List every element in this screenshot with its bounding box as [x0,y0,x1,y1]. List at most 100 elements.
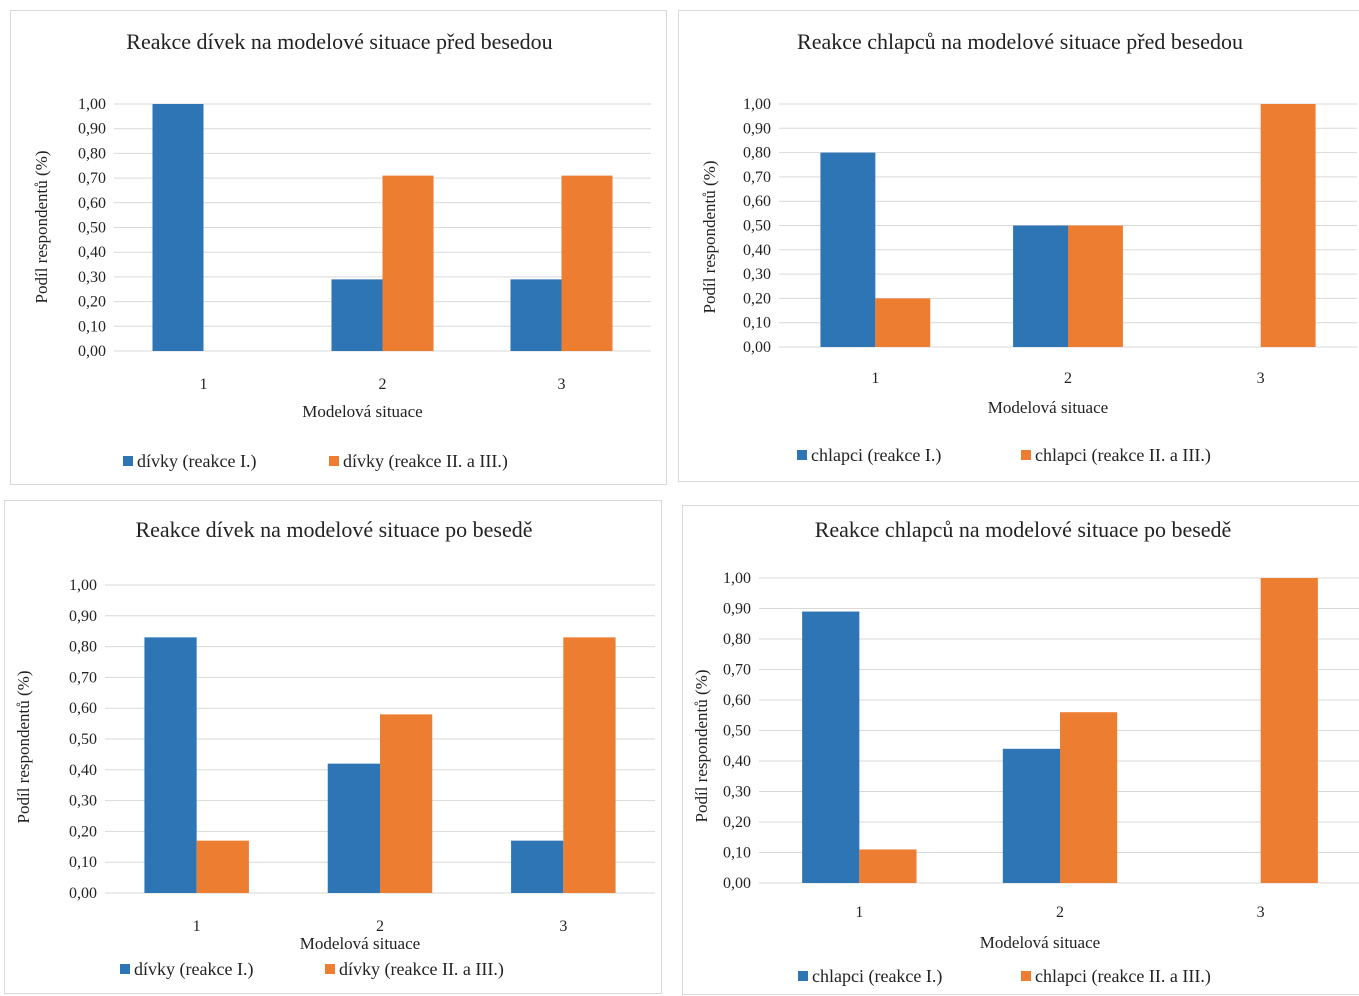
y-tick-label: 0,80 [743,145,771,162]
chart-panel-boys-before: Reakce chlapců na modelové situace před … [678,10,1359,482]
bar-series-1-cat-3 [510,279,562,351]
bar-series-2-cat-2 [1060,712,1118,883]
bar-series-1-cat-2 [331,279,383,351]
bar-series-1-cat-1 [802,611,860,883]
legend-swatch-series-1 [798,971,808,981]
y-tick-label: 0,20 [69,823,97,840]
legend-swatch-series-2 [329,456,339,466]
y-tick-label: 0,50 [78,220,106,237]
legend-label-series-2: chlapci (reakce II. a III.) [1035,445,1211,466]
x-tick-label: 2 [1056,904,1064,921]
legend-label-series-1: chlapci (reakce I.) [811,445,941,466]
y-tick-label: 0,10 [78,318,106,335]
y-tick-label: 0,80 [723,631,751,648]
bar-series-1-cat-2 [1002,748,1060,883]
y-tick-label: 0,00 [69,885,97,902]
y-tick-label: 0,00 [743,339,771,356]
legend-swatch-series-1 [797,450,807,460]
y-tick-label: 1,00 [743,96,771,113]
legend-label-series-1: dívky (reakce I.) [137,451,256,472]
legend-swatch-series-2 [1021,971,1031,981]
x-tick-label: 1 [193,918,201,935]
y-tick-label: 0,80 [69,639,97,656]
x-tick-label: 2 [1064,370,1072,387]
bar-series-1-cat-2 [327,763,380,893]
y-tick-label: 0,20 [723,814,751,831]
y-tick-label: 0,20 [78,294,106,311]
y-tick-label: 0,60 [743,193,771,210]
chart-title: Reakce dívek na modelové situace po bese… [135,517,532,542]
legend-swatch-series-2 [1021,450,1031,460]
y-tick-label: 0,30 [723,784,751,801]
y-tick-label: 0,70 [69,669,97,686]
y-tick-label: 0,50 [743,218,771,235]
y-tick-label: 0,10 [69,854,97,871]
y-tick-label: 0,00 [723,875,751,892]
x-tick-label: 3 [558,376,566,393]
y-tick-label: 0,60 [69,700,97,717]
y-tick-label: 0,00 [78,343,106,360]
chart-title: Reakce chlapců na modelové situace před … [797,29,1243,54]
x-tick-label: 1 [871,370,879,387]
y-tick-label: 1,00 [78,96,106,113]
x-tick-label: 3 [559,918,567,935]
legend-label-series-2: dívky (reakce II. a III.) [343,451,508,472]
chart-panel-girls-before: Reakce dívek na modelové situace před be… [10,10,667,485]
legend-swatch-series-2 [325,964,335,974]
y-axis-label: Podíl respondentů (%) [700,161,719,314]
y-tick-label: 0,90 [743,120,771,137]
bar-series-2-cat-2 [382,175,434,351]
y-tick-label: 0,70 [78,170,106,187]
y-tick-label: 0,40 [723,753,751,770]
x-tick-label: 1 [200,376,208,393]
chart-svg: Reakce dívek na modelové situace po bese… [14,517,655,980]
bar-series-1-cat-1 [820,152,876,347]
y-tick-label: 0,90 [723,601,751,618]
y-tick-label: 1,00 [69,577,97,594]
y-tick-label: 0,80 [78,145,106,162]
bar-series-2-cat-2 [1068,225,1123,347]
y-axis-label: Podíl respondentů (%) [14,671,33,824]
y-axis-label: Podíl respondentů (%) [692,670,711,823]
y-tick-label: 0,30 [743,266,771,283]
legend-swatch-series-1 [123,456,133,466]
y-tick-label: 0,10 [743,315,771,332]
bar-series-1-cat-1 [152,104,204,351]
y-tick-label: 0,70 [723,662,751,679]
chart-svg: Reakce chlapců na modelové situace po be… [692,517,1359,987]
x-axis-label: Modelová situace [988,398,1108,417]
bar-series-2-cat-3 [563,637,616,893]
y-tick-label: 0,70 [743,169,771,186]
legend-label-series-2: dívky (reakce II. a III.) [339,959,504,980]
bar-series-2-cat-1 [196,840,249,893]
bar-series-2-cat-1 [875,298,931,347]
y-tick-label: 0,60 [78,195,106,212]
y-tick-label: 0,30 [78,269,106,286]
bar-series-1-cat-3 [511,840,564,893]
y-tick-label: 0,40 [78,244,106,261]
legend-label-series-2: chlapci (reakce II. a III.) [1035,966,1211,987]
x-axis-label: Modelová situace [980,933,1100,952]
chart-title: Reakce dívek na modelové situace před be… [126,29,552,54]
y-tick-label: 0,60 [723,692,751,709]
y-tick-label: 0,90 [69,608,97,625]
bar-series-2-cat-3 [1260,578,1318,883]
y-tick-label: 0,90 [78,121,106,138]
bar-series-2-cat-2 [380,714,433,893]
y-tick-label: 0,40 [743,242,771,259]
y-tick-label: 1,00 [723,570,751,587]
bar-series-1-cat-1 [144,637,197,893]
bar-series-2-cat-3 [561,175,613,351]
y-tick-label: 0,30 [69,793,97,810]
x-tick-label: 1 [855,904,863,921]
legend-label-series-1: dívky (reakce I.) [134,959,253,980]
x-tick-label: 3 [1257,370,1265,387]
y-tick-label: 0,10 [723,845,751,862]
x-axis-label: Modelová situace [300,934,420,953]
y-tick-label: 0,20 [743,290,771,307]
y-tick-label: 0,40 [69,762,97,779]
bar-series-2-cat-1 [859,849,917,883]
legend-label-series-1: chlapci (reakce I.) [812,966,942,987]
chart-panel-boys-after: Reakce chlapců na modelové situace po be… [682,505,1359,995]
chart-svg: Reakce chlapců na modelové situace před … [700,29,1357,466]
